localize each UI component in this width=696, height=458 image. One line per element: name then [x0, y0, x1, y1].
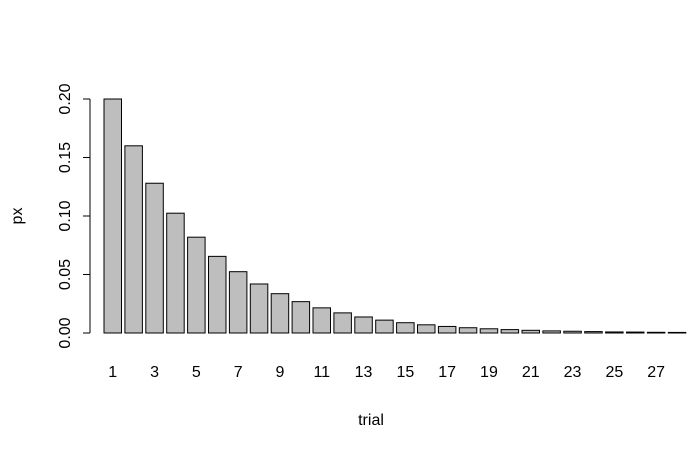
bar: [563, 330, 582, 334]
x-tick-label: 23: [564, 364, 582, 381]
x-tick-label: 17: [438, 364, 456, 381]
bar: [333, 312, 352, 334]
bar: [187, 236, 206, 334]
bar: [103, 98, 122, 334]
y-tick-label: 0.00: [57, 317, 74, 348]
x-tick-label: 19: [480, 364, 498, 381]
bar: [208, 255, 227, 334]
bar: [124, 145, 143, 334]
x-tick-label: 21: [522, 364, 540, 381]
bar: [458, 327, 478, 334]
bar: [396, 322, 415, 334]
bar: [584, 331, 603, 334]
bar: [417, 324, 436, 334]
bar: [354, 316, 373, 334]
x-tick-label: 27: [647, 364, 665, 381]
bar: [228, 271, 248, 334]
bar: [626, 331, 645, 334]
bar: [479, 328, 499, 334]
bar: [312, 307, 331, 334]
y-axis-title: px: [9, 208, 26, 225]
bar: [437, 325, 457, 334]
y-tick-label: 0.15: [57, 142, 74, 173]
bar: [542, 330, 561, 334]
bar: [500, 329, 520, 334]
bar: [166, 212, 185, 334]
bar: [667, 331, 687, 334]
bar: [249, 283, 269, 334]
x-tick-label: 1: [108, 364, 117, 381]
bar: [646, 331, 666, 334]
y-tick-label: 0.05: [57, 259, 74, 290]
y-tick-label: 0.10: [57, 200, 74, 231]
bar: [375, 319, 394, 334]
bar: [521, 329, 540, 334]
x-tick-label: 15: [396, 364, 414, 381]
x-tick-label: 11: [313, 364, 330, 381]
x-tick-label: 3: [150, 364, 159, 381]
x-tick-label: 9: [275, 364, 284, 381]
bar: [145, 182, 164, 334]
x-tick-label: 13: [355, 364, 373, 381]
bar: [270, 293, 290, 334]
y-tick-label: 0.20: [57, 83, 74, 114]
bar: [605, 331, 624, 334]
x-tick-label: 25: [605, 364, 623, 381]
x-tick-label: 5: [192, 364, 201, 381]
x-tick-label: 7: [234, 364, 243, 381]
bar: [291, 301, 311, 334]
x-axis-title: trial: [358, 412, 384, 429]
